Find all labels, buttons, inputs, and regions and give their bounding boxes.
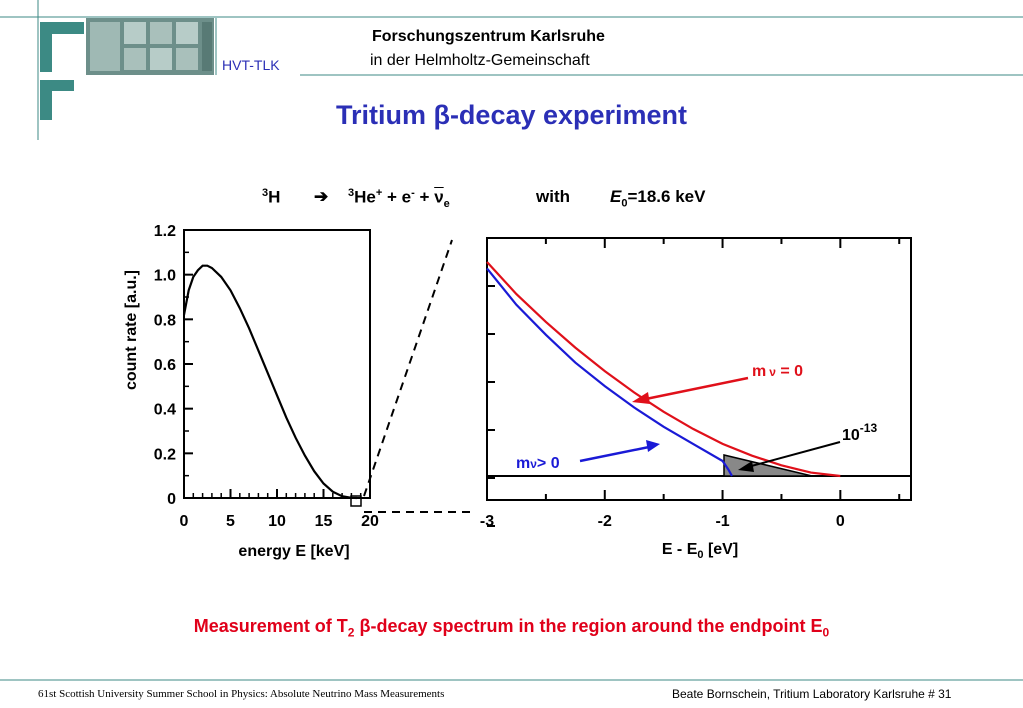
x-tick-label: 0 [836, 513, 845, 530]
footer-author: Beate Bornschein, Tritium Laboratory Kar… [672, 687, 952, 701]
x-tick-label: 15 [315, 513, 333, 530]
footer-event: 61st Scottish University Summer School i… [38, 688, 445, 700]
spectrum-xlabel: energy E [keV] [238, 543, 349, 560]
slide-caption: Measurement of T2 β-decay spectrum in th… [193, 616, 830, 640]
slide-title: Tritium β-decay experiment [335, 100, 688, 130]
series-massive [486, 267, 733, 477]
arrow-blue-head [646, 440, 660, 452]
y-tick-label: 0.2 [154, 446, 176, 463]
x-tick-label: -3 [480, 513, 494, 530]
zoom-box [350, 495, 362, 507]
spectrum-chart: 0 0.2 0.4 0.6 0.8 1.0 1.2 0 5 10 15 20 count rate [… [123, 223, 470, 560]
zoom-line-upper [363, 239, 453, 497]
equation-tritium: 3H [262, 187, 281, 207]
y-tick-label: 0.8 [154, 312, 176, 329]
label-1e-13: 10-13 [842, 421, 877, 444]
building-photo [86, 18, 214, 75]
y-tick-label: 0.4 [154, 402, 176, 419]
department-label: HVT-TLK [222, 57, 280, 73]
series-massless [486, 261, 841, 478]
arrow-blue-shaft [579, 444, 655, 463]
spectrum-series [182, 264, 358, 500]
y-tick-label: 0 [167, 491, 176, 508]
org-name: Forschungszentrum Karlsruhe [372, 28, 605, 45]
x-tick-label: -2 [598, 513, 612, 530]
endpoint-xlabel: E - E0 [eV] [662, 541, 738, 561]
x-tick-label: -1 [715, 513, 729, 530]
x-tick-label: 10 [268, 513, 286, 530]
x-tick-label: 20 [361, 513, 379, 530]
equation-with: with [536, 187, 570, 206]
arrow-black-head [738, 461, 754, 472]
x-tick-label: 0 [180, 513, 189, 530]
equation-products: 3He+ + e- + νe [348, 187, 450, 211]
equation-arrow: ➔ [314, 187, 329, 206]
spectrum-ylabel: count rate [a.u.] [123, 270, 140, 390]
x-tick-label: 5 [226, 513, 235, 530]
arrow-red-shaft [635, 376, 749, 403]
org-subtitle: in der Helmholtz-Gemeinschaft [370, 52, 590, 69]
equation-endpoint: E0=18.6 keV [610, 187, 706, 210]
y-tick-label: 1.0 [154, 268, 176, 285]
arrow-black-shaft [743, 441, 841, 469]
y-tick-label: 0.6 [154, 357, 176, 374]
label-m-positive: mν> 0 [516, 455, 560, 472]
y-tick-label: 1.2 [154, 223, 176, 240]
arrow-red-head [632, 392, 650, 404]
fzk-logo-icon [40, 22, 84, 120]
endpoint-frame [486, 237, 912, 501]
